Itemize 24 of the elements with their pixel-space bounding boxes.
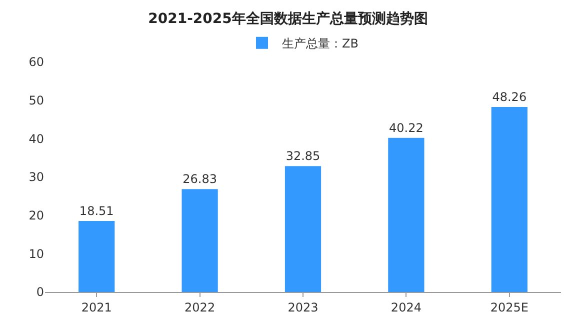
y-tick-label: 50 xyxy=(28,94,44,108)
y-tick-label: 20 xyxy=(28,208,44,223)
data-label: 18.51 xyxy=(79,204,114,218)
y-tick-label: 10 xyxy=(28,246,44,261)
y-tick-label: 30 xyxy=(28,170,44,184)
y-tick-label: 40 xyxy=(28,132,44,146)
data-label: 48.26 xyxy=(492,90,527,104)
x-tick-label: 2024 xyxy=(390,300,422,314)
bar xyxy=(491,107,528,292)
chart-title: 2021-2025年全国数据生产总量预测趋势图 xyxy=(148,10,428,27)
x-tick-label: 2021 xyxy=(81,300,112,314)
y-tick-label: 60 xyxy=(28,55,44,70)
data-label: 40.22 xyxy=(389,120,424,135)
legend-label: 生产总量：ZB xyxy=(282,36,358,51)
bar xyxy=(78,221,115,292)
data-label: 26.83 xyxy=(182,172,217,186)
bar xyxy=(388,138,424,292)
bar xyxy=(182,189,218,292)
y-tick-label: 0 xyxy=(36,285,44,300)
x-tick-label: 2022 xyxy=(184,300,216,314)
x-tick-label: 2023 xyxy=(288,300,318,314)
x-tick-label: 2025E xyxy=(490,300,528,314)
bar xyxy=(284,166,322,292)
data-label: 32.85 xyxy=(286,149,320,164)
